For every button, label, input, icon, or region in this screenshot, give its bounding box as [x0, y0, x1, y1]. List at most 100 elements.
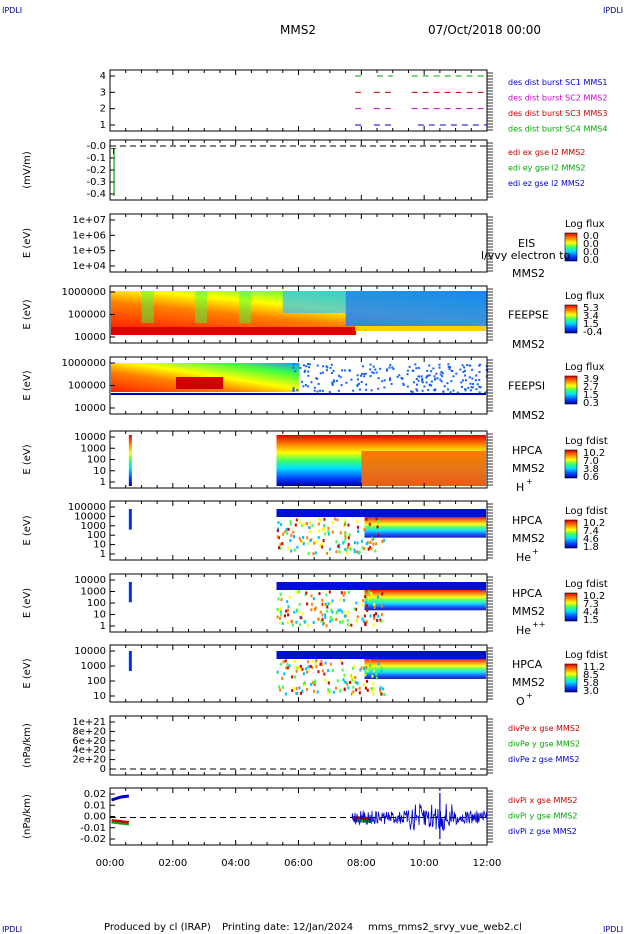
spectrogram-pixel — [344, 532, 347, 536]
spectrogram-pixel — [367, 597, 370, 601]
spectrogram-pixel — [298, 665, 301, 669]
spectrogram-pixel — [356, 378, 359, 381]
colorbar-tick-label: 0.3 — [583, 398, 599, 409]
spectrogram-pixel — [281, 621, 284, 625]
spectrogram-pixel — [320, 662, 323, 666]
spectrogram-pixel — [364, 372, 367, 375]
spectrogram-band — [111, 393, 486, 395]
spectrogram-pixel — [320, 660, 323, 664]
spectrogram-pixel — [377, 595, 380, 599]
species-charge: + — [526, 691, 533, 700]
spectrogram-feature — [195, 291, 208, 323]
spectrogram-pixel — [294, 523, 297, 527]
spectrogram-pixel — [301, 667, 304, 671]
colorbar-tick-label: 3.9 — [583, 374, 599, 385]
legend-entry: des dist burst SC1 MMS1 — [508, 78, 607, 87]
spectrogram-pixel — [322, 524, 325, 528]
spectrogram-pixel — [297, 590, 300, 594]
spectrogram-pixel — [347, 623, 350, 627]
spectrogram-pixel — [318, 517, 321, 521]
spectrogram-pixel — [430, 370, 433, 373]
spectrogram-pixel — [307, 552, 310, 556]
spectrogram-pixel — [299, 366, 302, 369]
colorbar — [564, 375, 578, 405]
y-tick-label: 1e+04 — [72, 261, 106, 272]
spectrogram-pixel — [297, 610, 300, 614]
spectrogram-pixel — [336, 610, 339, 614]
spectrogram-pixel — [286, 608, 289, 612]
spectrogram-pixel — [331, 610, 334, 614]
spectrogram-pixel — [305, 522, 308, 526]
y-tick-label: 6e+20 — [72, 736, 106, 747]
spectrogram-pixel — [307, 669, 310, 673]
spectrogram-pixel — [337, 544, 340, 548]
spectrogram-pixel — [441, 372, 444, 375]
spectrogram-pixel — [450, 380, 453, 383]
spectrogram-pixel — [369, 541, 372, 545]
spectrogram-pixel — [368, 659, 371, 663]
y-axis-label: E (eV) — [22, 588, 33, 618]
spectrogram-pixel — [281, 676, 284, 680]
spectrogram-pixel — [322, 621, 325, 625]
spectrogram-pixel — [307, 374, 310, 377]
spectrogram-pixel — [278, 621, 281, 625]
colorbar-title: Log fdist — [565, 579, 608, 590]
spectrogram-pixel — [364, 672, 367, 676]
spectrogram-pixel — [321, 669, 324, 673]
spectrogram-pixel — [375, 676, 378, 680]
spectrogram-pixel — [367, 590, 370, 594]
spacecraft-label: MMS2 — [512, 338, 545, 351]
y-tick-label: 1000 — [81, 443, 106, 454]
instrument-label: HPCA — [512, 514, 543, 527]
y-tick-label: 10000 — [74, 511, 106, 522]
spectrogram-pixel — [349, 547, 352, 551]
spectrogram-pixel — [283, 672, 286, 676]
footer-file: mms_mms2_srvy_vue_web2.cl — [368, 922, 522, 933]
spectrogram-pixel — [276, 529, 279, 533]
y-tick-label: 100 — [87, 598, 106, 609]
y-tick-label: 1000000 — [61, 287, 106, 298]
spectrogram-pixel — [301, 380, 304, 383]
spectrogram-pixel — [300, 691, 303, 695]
spectrogram-pixel — [368, 522, 371, 526]
spectrogram-pixel — [371, 536, 374, 540]
spectrogram-pixel — [276, 535, 279, 539]
instrument-label: FEEPSI — [508, 380, 545, 393]
spectrogram-pixel — [343, 518, 346, 522]
legend-entry: des dist burst SC3 MMS3 — [508, 109, 607, 118]
spacecraft-label: MMS2 — [512, 462, 545, 475]
spectrogram-pixel — [352, 676, 355, 680]
spectrogram-pixel — [354, 607, 357, 611]
spectrogram-pixel — [327, 532, 330, 536]
spectrogram-pixel — [338, 545, 341, 549]
panel-hpca_o: 10000 1000 100 10 E (eV) Log fdist11.28.55.83… — [22, 644, 608, 708]
spectrogram-pixel — [372, 682, 375, 686]
y-tick-label: 10000 — [74, 575, 106, 586]
spectrogram-pixel — [336, 518, 339, 522]
spectrogram-pixel — [293, 363, 296, 366]
spectrogram-pixel — [337, 389, 340, 392]
spectrogram-pixel — [365, 604, 368, 608]
colorbar-tick-label: 1.8 — [583, 542, 599, 553]
spectrogram-pixel — [376, 525, 379, 529]
spectrogram-pixel — [417, 379, 420, 382]
spectrogram-pixel — [402, 383, 405, 386]
spectrogram-pixel — [323, 517, 326, 521]
colorbar-tick-label: 1.5 — [583, 319, 599, 330]
instrument-label: HPCA — [512, 444, 543, 457]
date-title: 07/Oct/2018 00:00 — [428, 23, 541, 37]
spectrogram-pixel — [285, 531, 288, 535]
spectrogram-pixel — [325, 369, 328, 372]
colorbar-tick-label: 11.2 — [583, 662, 605, 673]
spectrogram-pixel — [324, 615, 327, 619]
x-tick-label: 00:00 — [96, 858, 125, 869]
spectrogram-pixel — [352, 666, 355, 670]
spectrogram-pixel — [286, 621, 289, 625]
spectrogram-pixel — [478, 371, 481, 374]
spectrogram-pixel — [346, 619, 349, 623]
spectrogram-pixel — [321, 613, 324, 617]
spectrogram-pixel — [325, 593, 328, 597]
colorbar-tick-label: 7.0 — [583, 456, 599, 467]
y-tick-label: 10 — [93, 466, 106, 477]
divpi-z-trace — [111, 794, 130, 802]
